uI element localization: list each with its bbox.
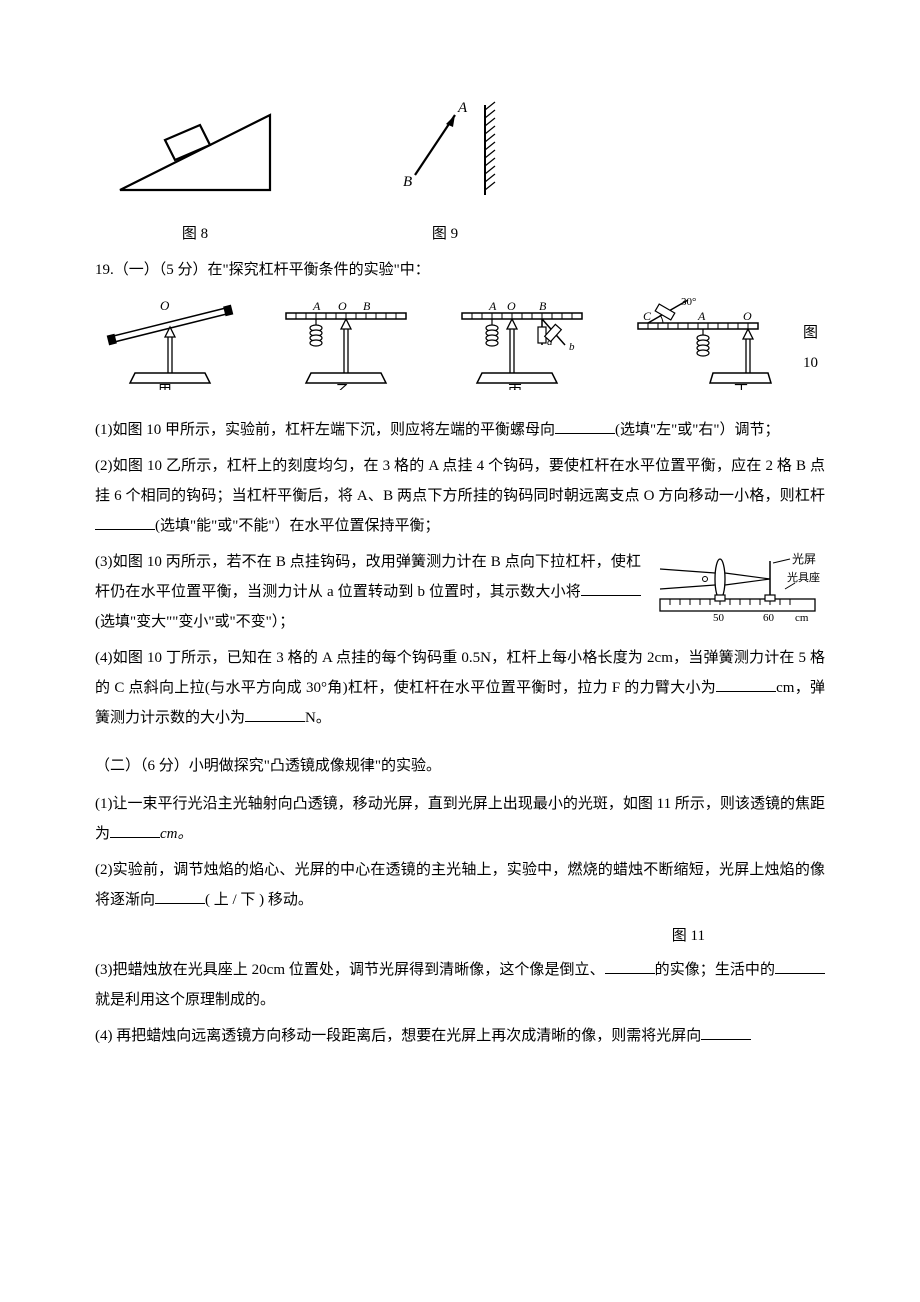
blank[interactable]: [555, 419, 615, 434]
q19b-p4: (4) 再把蜡烛向远离透镜方向移动一段距离后，想要在光屏上再次成清晰的像，则需将…: [95, 1021, 825, 1051]
lever-ding: C A O 30° 丁: [623, 295, 773, 401]
svg-text:b: b: [569, 341, 575, 353]
svg-text:B: B: [539, 299, 547, 313]
q19-p3-b: (选填"变大""变小"或"不变"）；: [95, 614, 294, 630]
q19-p2-a: (2)如图 10 乙所示，杠杆上的刻度均匀，在 3 格的 A 点挂 4 个钩码，…: [95, 458, 825, 504]
svg-text:乙: 乙: [336, 383, 350, 390]
figure-11-label: 图 11: [95, 921, 825, 951]
svg-text:光屏: 光屏: [792, 552, 816, 566]
q19b-p4-a: (4) 再把蜡烛向远离透镜方向移动一段距离后，想要在光屏上再次成清晰的像，则需将…: [95, 1028, 701, 1044]
lever-yi: A O B 乙: [271, 295, 421, 401]
q19b-p3-a: (3)把蜡烛放在光具座上 20cm 位置处，调节光屏得到清晰像，这个像是倒立、: [95, 962, 605, 978]
blank[interactable]: [245, 707, 305, 722]
lever-jia: O 甲: [95, 295, 245, 401]
figure-9-label: 图 9: [355, 219, 535, 249]
blank[interactable]: [775, 959, 825, 974]
q19-p2: (2)如图 10 乙所示，杠杆上的刻度均匀，在 3 格的 A 点挂 4 个钩码，…: [95, 451, 825, 541]
blank[interactable]: [605, 959, 655, 974]
q19-p4-c: N。: [305, 710, 331, 726]
figure-labels-8-9: 图 8 图 9: [95, 219, 825, 249]
svg-text:60: 60: [763, 612, 775, 624]
svg-text:光具座: 光具座: [787, 570, 820, 584]
svg-text:A: A: [312, 299, 321, 313]
figure-8-label: 图 8: [95, 219, 295, 249]
svg-text:丁: 丁: [734, 384, 748, 390]
lever-bing: A O B a b 丙: [447, 295, 597, 401]
blank[interactable]: [581, 581, 641, 596]
blank[interactable]: [701, 1025, 751, 1040]
svg-text:B: B: [363, 299, 371, 313]
q19-p4: (4)如图 10 丁所示，已知在 3 格的 A 点挂的每个钩码重 0.5N，杠杆…: [95, 643, 825, 733]
q19b-p1: (1)让一束平行光沿主光轴射向凸透镜，移动光屏，直到光屏上出现最小的光斑，如图 …: [95, 789, 825, 849]
svg-text:A: A: [697, 309, 706, 323]
svg-text:O: O: [743, 309, 752, 323]
figure-row-8-9: A B: [95, 100, 825, 211]
q19b-p1-a: (1)让一束平行光沿主光轴射向凸透镜，移动光屏，直到光屏上出现最小的光斑，如图 …: [95, 796, 825, 842]
svg-text:A: A: [488, 299, 497, 313]
q19-p1: (1)如图 10 甲所示，实验前，杠杆左端下沉，则应将左端的平衡螺母向 (选填"左…: [95, 415, 825, 445]
blank[interactable]: [110, 823, 160, 838]
q19-header: 19.（一）（5 分）在"探究杠杆平衡条件的实验"中：: [95, 255, 825, 285]
label-B: B: [403, 174, 412, 190]
q19b-header: （二）（6 分）小明做探究"凸透镜成像规律"的实验。: [95, 751, 825, 781]
blank[interactable]: [95, 515, 155, 530]
incline-diagram: [110, 105, 280, 200]
q19b-p3-c: 就是利用这个原理制成的。: [95, 992, 275, 1008]
figure-8: [95, 105, 295, 211]
svg-text:cm: cm: [795, 612, 809, 624]
label-A: A: [457, 100, 468, 116]
svg-text:50: 50: [713, 612, 725, 624]
arrow-wall-diagram: A B: [375, 100, 515, 200]
svg-text:O: O: [338, 299, 347, 313]
figure-9: A B: [355, 100, 535, 211]
lever-diagrams-row: O 甲 A O B: [95, 295, 825, 401]
svg-text:丙: 丙: [508, 384, 522, 390]
q19b-p3: (3)把蜡烛放在光具座上 20cm 位置处，调节光屏得到清晰像，这个像是倒立、 的…: [95, 955, 825, 1015]
q19b-p1-b: cm。: [160, 826, 193, 842]
svg-text:甲: 甲: [158, 384, 172, 390]
q19-p2-b: (选填"能"或"不能"）在水平位置保持平衡；: [155, 518, 440, 534]
figure-10-label: 图 10: [799, 318, 825, 378]
lens-figure: 50 60 cm 光屏 光具座: [655, 551, 825, 637]
blank[interactable]: [155, 889, 205, 904]
q19-p3-a: (3)如图 10 丙所示，若不在 B 点挂钩码，改用弹簧测力计在 B 点向下拉杠…: [95, 554, 641, 600]
svg-text:O: O: [507, 299, 516, 313]
q19-p1-b: (选填"左"或"右"）调节；: [615, 422, 780, 438]
q19b-p3-b: 的实像；生活中的: [655, 962, 775, 978]
q19-p1-a: (1)如图 10 甲所示，实验前，杠杆左端下沉，则应将左端的平衡螺母向: [95, 422, 555, 438]
q19b-p2-b: ( 上 / 下 ) 移动。: [205, 892, 313, 908]
q19b-p2: (2)实验前，调节烛焰的焰心、光屏的中心在透镜的主光轴上，实验中，燃烧的蜡烛不断…: [95, 855, 825, 915]
svg-text:O: O: [160, 298, 170, 313]
blank[interactable]: [716, 677, 776, 692]
